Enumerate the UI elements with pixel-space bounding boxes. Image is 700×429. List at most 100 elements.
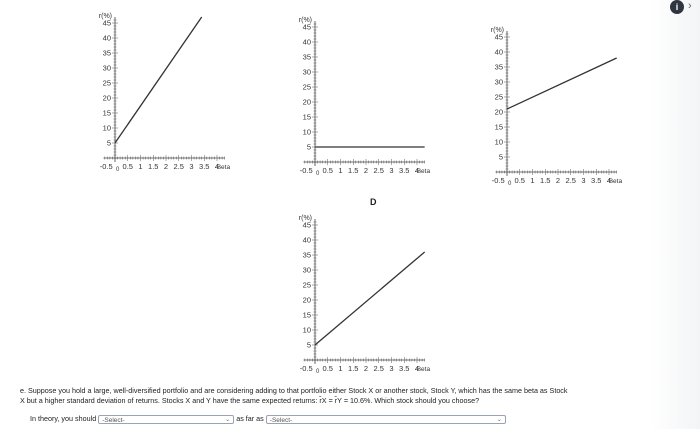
y-tick-label: 40 xyxy=(303,37,311,46)
x-tick-label: -0.5 xyxy=(300,364,313,373)
y-tick-label: 35 xyxy=(303,250,311,259)
y-tick-label: 40 xyxy=(495,47,503,56)
y-tick-label: 35 xyxy=(495,62,503,71)
x-tick-label: 2 xyxy=(556,176,560,185)
answer-prefix: In theory, you should xyxy=(30,414,97,423)
y-tick-label: 15 xyxy=(303,112,311,121)
y-tick-label: 20 xyxy=(495,107,503,116)
x-tick-label: 2.5 xyxy=(566,176,576,185)
question-line-2: X but a higher standard deviation of ret… xyxy=(20,395,480,405)
y-tick-label: 5 xyxy=(307,340,311,349)
y-tick-label: 10 xyxy=(103,123,111,132)
x-tick-label: 3.5 xyxy=(199,162,209,171)
chevron-down-icon: ⌄ xyxy=(496,416,502,423)
x-tick-label: 1 xyxy=(338,166,342,175)
y-tick-label: 25 xyxy=(303,82,311,91)
x-tick-label: 3 xyxy=(389,166,393,175)
chart-d: r(%) 45 40 35 30 25 20 15 10 5 -0.5 0 0.5 1 1.5 2 2.5 3 3.… xyxy=(280,212,475,390)
chart-svg: r(%)45 40 35 30 25 20 15 10 5 -0.5 0 0.5 1 1.5 2 2.5 3 3.… xyxy=(299,215,431,375)
y-tick-label: 25 xyxy=(103,78,111,87)
x-tick-label: 1 xyxy=(530,176,534,185)
x-tick-label: 3.5 xyxy=(399,364,409,373)
y-tick-label: 30 xyxy=(495,77,503,86)
x-tick-label: 2 xyxy=(164,162,168,171)
reason-select[interactable]: -Select- ⌄ xyxy=(265,414,506,424)
x-tick-label: -0.5 xyxy=(492,176,505,185)
y-tick-label: 5 xyxy=(107,138,111,147)
chevron-down-icon: ⌄ xyxy=(225,416,231,423)
y-axis-label: r(%) xyxy=(299,17,312,24)
chart-c: r(%) 45 40 35 30 25 20 15 10 5 -0.5 0 0.5 1 1.5 2 2.5 3 3.… xyxy=(472,24,667,202)
x-tick-label: 1 xyxy=(338,364,342,373)
y-tick-label: 45 xyxy=(103,18,111,27)
y-axis-label: r(%) xyxy=(299,215,312,222)
x-axis-label: Beta xyxy=(217,164,231,171)
x-tick-label: -0.5 xyxy=(300,166,313,175)
x-tick-label: 1.5 xyxy=(348,364,358,373)
y-tick-label: 45 xyxy=(303,22,311,31)
x-tick-label: 0 xyxy=(508,181,512,187)
y-tick-label: 25 xyxy=(303,280,311,289)
y-tick-label: 40 xyxy=(103,33,111,42)
sml-line xyxy=(506,57,617,110)
y-tick-label: 5 xyxy=(499,152,503,161)
y-tick-label: 10 xyxy=(495,137,503,146)
y-tick-label: 45 xyxy=(495,32,503,41)
x-axis-label: Beta xyxy=(609,178,623,185)
chart-b: r(%) 45 40 35 30 25 20 15 10 5 -0.5 0 0.5 1 1.5 2 2.5 3 3.… xyxy=(280,14,475,192)
x-tick-label: 4 xyxy=(607,176,611,185)
x-tick-label: 4 xyxy=(215,162,219,171)
chart-svg: r(%)45 40 35 30 25 20 15 10 5 -0.5 0 0.5 1 1.5 2 2.5 3 3.… xyxy=(491,27,623,187)
y-tick-label: 10 xyxy=(303,325,311,334)
y-axis-label: r(%) xyxy=(99,13,112,20)
x-tick-label: 0.5 xyxy=(123,162,133,171)
x-tick-label: 2.5 xyxy=(174,162,184,171)
x-tick-label: 2 xyxy=(364,364,368,373)
x-tick-label: 0 xyxy=(116,167,120,173)
reason-value: -Select- xyxy=(269,416,293,424)
x-tick-label: 0.5 xyxy=(323,166,333,175)
x-tick-label: 4 xyxy=(415,166,419,175)
x-tick-label: 3 xyxy=(389,364,393,373)
y-tick-label: 20 xyxy=(103,93,111,102)
question-line-1: e. Suppose you hold a large, well-divers… xyxy=(20,386,568,395)
x-tick-label: 3.5 xyxy=(399,166,409,175)
x-tick-label: 2.5 xyxy=(374,364,384,373)
y-tick-label: 5 xyxy=(307,142,311,151)
x-tick-label: 0 xyxy=(316,171,320,177)
x-tick-label: -0.5 xyxy=(100,162,113,171)
x-tick-label: 3 xyxy=(189,162,193,171)
answer-row: In theory, you should -Select- ⌄ as far … xyxy=(30,414,506,424)
y-tick-label: 35 xyxy=(103,48,111,57)
x-tick-label: 2.5 xyxy=(374,166,384,175)
y-tick-label: 25 xyxy=(495,92,503,101)
x-tick-label: 0 xyxy=(316,369,320,375)
y-tick-label: 30 xyxy=(103,63,111,72)
x-axis-label: Beta xyxy=(417,168,431,175)
x-tick-label: 1.5 xyxy=(348,166,358,175)
y-tick-label: 15 xyxy=(495,122,503,131)
stock-choice-select[interactable]: -Select- ⌄ xyxy=(98,414,235,424)
x-tick-label: 3.5 xyxy=(591,176,601,185)
sml-line xyxy=(114,16,203,144)
x-tick-label: 0.5 xyxy=(515,176,525,185)
y-tick-label: 30 xyxy=(303,265,311,274)
y-tick-label: 15 xyxy=(303,310,311,319)
y-tick-label: 30 xyxy=(303,67,311,76)
y-tick-label: 20 xyxy=(303,97,311,106)
chart-a: r(%) 45 40 35 30 25 20 15 10 5 -0.5 0 0.5 1 1.5 2 2.5 3 3.… xyxy=(80,10,275,188)
y-tick-label: 35 xyxy=(303,52,311,61)
x-tick-label: 0.5 xyxy=(323,364,333,373)
chart-svg: r(%)45 40 35 30 25 20 15 10 5 -0.5 0 0.5 1 1.5 2 2.5 3 3.… xyxy=(99,13,231,173)
x-tick-label: 2 xyxy=(364,166,368,175)
x-tick-label: 1.5 xyxy=(148,162,158,171)
y-tick-label: 15 xyxy=(103,108,111,117)
info-icon[interactable]: i xyxy=(670,0,684,14)
x-axis-label: Beta xyxy=(417,366,431,373)
x-tick-label: 4 xyxy=(415,364,419,373)
answer-middle: as far as xyxy=(236,414,264,423)
arrow-right-icon[interactable]: › xyxy=(688,0,692,12)
right-edge-shade xyxy=(650,0,700,429)
y-tick-label: 10 xyxy=(303,127,311,136)
x-tick-label: 3 xyxy=(581,176,585,185)
